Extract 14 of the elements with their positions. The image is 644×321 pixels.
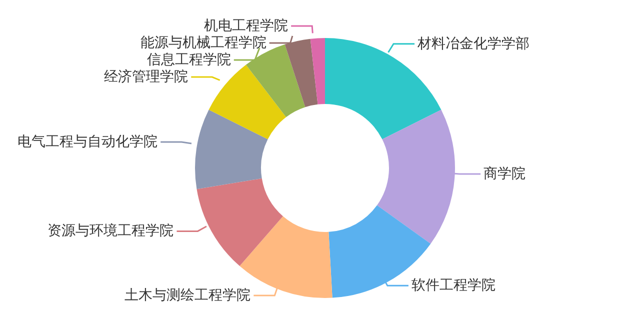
donut-slice: [195, 110, 268, 190]
slice-label: 软件工程学院: [411, 278, 496, 294]
slice-label: 信息工程学院: [146, 52, 231, 68]
slice-label: 资源与环境工程学院: [48, 223, 174, 240]
slice-label: 经济管理学院: [104, 69, 188, 85]
donut-slice: [208, 64, 286, 140]
slice-label: 商学院: [484, 166, 526, 182]
donut-slice: [310, 38, 325, 104]
slice-label: 材料冶金化学学部: [416, 36, 530, 52]
slice-label: 机电工程学院: [204, 18, 288, 34]
slice-label: 能源与机械工程学院: [140, 35, 266, 51]
donut-slice: [196, 178, 283, 266]
slice-label: 土木与测绘工程学院: [124, 287, 251, 304]
slice-label: 电气工程与自动化学院: [18, 134, 158, 150]
